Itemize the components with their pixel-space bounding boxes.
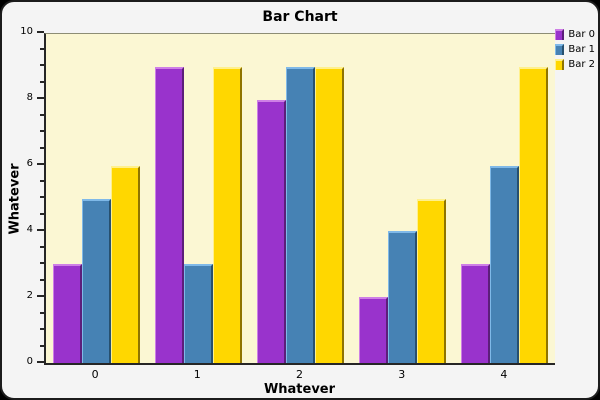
y-tick-label-0: 0 — [26, 356, 33, 367]
y-minor-tick-6.5 — [40, 146, 44, 149]
y-tick-label-2: 2 — [26, 290, 33, 301]
y-minor-tick-3 — [40, 262, 44, 264]
x-axis-category-labels: 0 1 2 3 4 — [44, 368, 555, 381]
legend-swatch-bar-1-icon — [555, 44, 565, 55]
bars-container — [46, 34, 555, 363]
bar-bar-2-cat-0 — [111, 165, 141, 363]
bar-bar-1-cat-4 — [489, 165, 519, 363]
y-major-tick-0 — [37, 361, 44, 363]
bar-bar-2-cat-1 — [213, 66, 243, 363]
y-minor-tick-2.5 — [40, 278, 44, 281]
bar-group-4 — [453, 34, 555, 363]
legend-item-bar-2: Bar 2 — [555, 59, 595, 70]
y-minor-tick-4.5 — [40, 212, 44, 215]
bar-group-1 — [148, 34, 250, 363]
y-minor-tick-3.5 — [40, 245, 44, 248]
y-minor-tick-7 — [40, 130, 44, 132]
bar-group-2 — [250, 34, 352, 363]
legend-item-bar-0: Bar 0 — [555, 29, 595, 40]
legend-label-bar-0: Bar 0 — [568, 29, 595, 40]
legend-item-bar-1: Bar 1 — [555, 44, 595, 55]
bar-bar-0-cat-1 — [155, 66, 185, 363]
y-tick-label-8: 8 — [26, 92, 33, 103]
bar-bar-0-cat-2 — [256, 99, 286, 363]
y-minor-tick-9 — [40, 64, 44, 66]
bar-bar-1-cat-2 — [285, 66, 315, 363]
y-minor-tick-1.5 — [40, 311, 44, 314]
x-axis-title: Whatever — [263, 382, 336, 397]
legend: Bar 0 Bar 1 Bar 2 — [555, 29, 595, 70]
plot-area — [44, 33, 555, 365]
y-major-tick-10 — [37, 31, 44, 33]
x-category-label-0: 0 — [91, 368, 99, 381]
bar-bar-1-cat-3 — [387, 231, 417, 363]
y-major-tick-4 — [37, 229, 44, 231]
x-category-label-1: 1 — [193, 368, 201, 381]
y-minor-tick-9.5 — [40, 47, 44, 50]
legend-label-bar-2: Bar 2 — [568, 59, 595, 70]
chart-title: Bar Chart — [262, 9, 338, 25]
bar-bar-0-cat-3 — [358, 297, 388, 363]
bar-group-3 — [351, 34, 453, 363]
y-minor-tick-8.5 — [40, 80, 44, 83]
y-minor-tick-5 — [40, 196, 44, 198]
legend-swatch-bar-0-icon — [555, 29, 565, 40]
y-tick-label-10: 10 — [20, 26, 33, 37]
y-tick-label-6: 6 — [26, 158, 33, 169]
legend-label-bar-1: Bar 1 — [568, 44, 595, 55]
bar-bar-1-cat-0 — [82, 198, 112, 363]
bar-group-0 — [46, 34, 148, 363]
y-major-tick-8 — [37, 97, 44, 99]
x-category-label-3: 3 — [398, 368, 406, 381]
y-minor-tick-0.5 — [40, 344, 44, 347]
bar-bar-2-cat-2 — [314, 66, 344, 363]
y-tick-label-4: 4 — [26, 224, 33, 235]
bar-bar-0-cat-4 — [460, 264, 490, 363]
y-major-tick-2 — [37, 295, 44, 297]
y-axis: 0 2 4 6 8 10 — [2, 26, 44, 367]
bar-bar-1-cat-1 — [184, 264, 214, 363]
y-minor-tick-7.5 — [40, 113, 44, 116]
bar-bar-0-cat-0 — [53, 264, 83, 363]
bar-bar-2-cat-4 — [518, 66, 548, 363]
y-minor-tick-5.5 — [40, 179, 44, 182]
y-minor-tick-1 — [40, 328, 44, 330]
bar-bar-2-cat-3 — [416, 198, 446, 363]
x-category-label-4: 4 — [500, 368, 508, 381]
y-major-tick-6 — [37, 163, 44, 165]
legend-swatch-bar-2-icon — [555, 59, 565, 70]
x-category-label-2: 2 — [296, 368, 303, 381]
